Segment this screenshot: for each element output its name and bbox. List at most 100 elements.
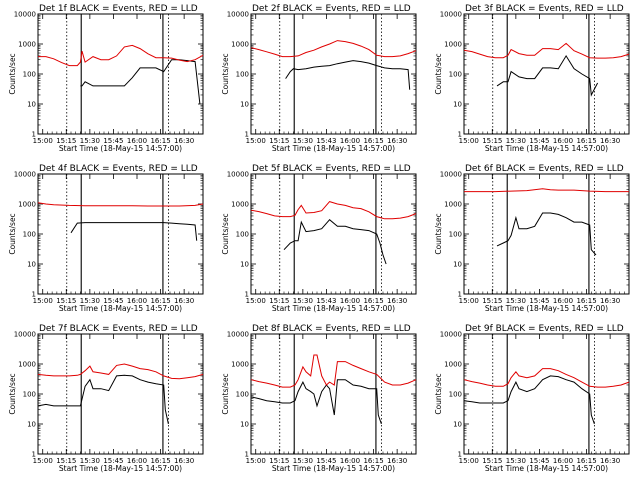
events-series-line [463, 375, 595, 425]
x-tick-label: 15:30 [293, 297, 313, 305]
y-tick-label: 1000 [18, 41, 36, 49]
x-tick-label: 16:00 [553, 297, 573, 305]
x-tick-label: 15:45 [103, 137, 123, 145]
x-tick-label: 16:00 [127, 457, 147, 465]
y-tick-label: 100 [236, 71, 249, 79]
y-tick-label: 10000 [227, 331, 249, 339]
y-tick-label: 100 [23, 71, 36, 79]
y-tick-label: 10000 [14, 331, 36, 339]
x-tick-label: 15:30 [80, 297, 100, 305]
panel-title: Det 1f BLACK = Events, RED = LLD [39, 4, 198, 14]
x-tick-label: 16:15 [576, 297, 596, 305]
panel-det-7: Det 7f BLACK = Events, RED = LLD 1 10 100 10… [8, 324, 204, 473]
x-tick-label: 16:30 [174, 457, 194, 465]
x-tick-label: 16:15 [363, 297, 383, 305]
x-axis-label: Start Time (18-May-15 14:57:00) [485, 144, 608, 153]
x-tick-label: 15:00 [246, 297, 266, 305]
x-axis-label: Start Time (18-May-15 14:57:00) [485, 304, 608, 313]
y-tick-label: 1000 [18, 361, 36, 369]
y-tick-label: 1000 [231, 41, 249, 49]
x-tick-label: 16:30 [387, 137, 407, 145]
panel-det-1: Det 1f BLACK = Events, RED = LLD 1 10 100 10… [8, 4, 204, 153]
x-tick-label: 16:00 [127, 297, 147, 305]
panel-det-8: Det 8f BLACK = Events, RED = LLD 1 10 100 10… [221, 324, 417, 473]
y-tick-label: 1 [458, 291, 462, 299]
x-tick-label: 16:30 [600, 297, 620, 305]
lld-series-line [464, 188, 629, 193]
y-tick-label: 100 [236, 231, 249, 239]
x-axis-label: Start Time (18-May-15 14:57:00) [59, 304, 182, 313]
x-tick-label: 15:00 [33, 297, 53, 305]
x-tick-label: 15:30 [506, 137, 526, 145]
x-tick-label: 16:00 [553, 137, 573, 145]
x-tick-label: 16:30 [387, 457, 407, 465]
x-tick-label: 15:45 [316, 457, 336, 465]
panel-det-2: Det 2f BLACK = Events, RED = LLD 1 10 100 10… [221, 4, 417, 153]
x-tick-label: 16:15 [363, 137, 383, 145]
x-axis-label: Start Time (18-May-15 14:57:00) [485, 464, 608, 473]
x-tick-label: 16:00 [127, 137, 147, 145]
y-tick-label: 1 [245, 291, 249, 299]
y-tick-label: 1000 [444, 41, 462, 49]
x-tick-label: 15:30 [506, 457, 526, 465]
x-tick-label: 15:15 [56, 137, 76, 145]
lld-series-line [463, 368, 630, 388]
x-tick-label: 15:15 [482, 137, 502, 145]
lld-series-line [38, 44, 204, 67]
panel-title: Det 8f BLACK = Events, RED = LLD [252, 324, 411, 334]
y-axis-label: Counts/sec [434, 373, 443, 414]
y-tick-label: 10 [240, 421, 249, 429]
plot-frame [37, 13, 204, 135]
events-series-line [496, 212, 597, 256]
y-tick-label: 1 [458, 451, 462, 459]
panel-title: Det 9f BLACK = Events, RED = LLD [465, 324, 624, 334]
y-tick-label: 100 [23, 391, 36, 399]
panel-title: Det 3f BLACK = Events, RED = LLD [465, 4, 624, 14]
plot-frame [463, 13, 630, 135]
panel-title: Det 2f BLACK = Events, RED = LLD [252, 4, 411, 14]
y-tick-label: 10000 [14, 171, 36, 179]
x-tick-label: 15:45 [529, 457, 549, 465]
y-tick-label: 10 [453, 101, 462, 109]
x-tick-label: 16:30 [600, 457, 620, 465]
y-axis-label: Counts/sec [221, 373, 230, 414]
x-axis-label: Start Time (18-May-15 14:57:00) [59, 144, 182, 153]
y-tick-label: 1000 [231, 361, 249, 369]
events-series-line [285, 60, 411, 90]
y-tick-label: 1 [32, 131, 36, 139]
plot-frame [250, 173, 417, 295]
y-axis-label: Counts/sec [8, 213, 17, 254]
x-tick-label: 15:00 [33, 137, 53, 145]
y-tick-label: 10000 [227, 171, 249, 179]
x-tick-label: 15:43 [316, 137, 336, 145]
events-series-line [80, 59, 201, 105]
x-tick-label: 16:30 [387, 297, 407, 305]
x-tick-label: 15:30 [506, 297, 526, 305]
x-tick-label: 15:30 [80, 137, 100, 145]
events-series-line [496, 54, 599, 97]
panel-det-4: Det 4f BLACK = Events, RED = LLD 1 10 100 10… [8, 164, 204, 313]
events-series-line [250, 379, 382, 425]
x-tick-label: 16:30 [174, 137, 194, 145]
plot-frame [250, 13, 417, 135]
x-tick-label: 15:30 [80, 457, 100, 465]
x-tick-label: 15:30 [293, 137, 313, 145]
x-tick-label: 15:30 [293, 457, 313, 465]
x-tick-label: 15:45 [103, 297, 123, 305]
x-tick-label: 15:00 [246, 137, 266, 145]
x-tick-label: 16:15 [576, 137, 596, 145]
x-tick-label: 15:15 [56, 297, 76, 305]
x-tick-label: 15:00 [33, 457, 53, 465]
y-tick-label: 100 [23, 231, 36, 239]
x-tick-label: 16:00 [553, 457, 573, 465]
x-tick-label: 15:15 [482, 297, 502, 305]
x-tick-label: 16:15 [150, 297, 170, 305]
x-tick-label: 15:00 [459, 297, 479, 305]
y-axis-label: Counts/sec [221, 213, 230, 254]
y-tick-label: 100 [449, 391, 462, 399]
plot-frame [250, 333, 417, 455]
x-tick-label: 15:45 [103, 457, 123, 465]
events-series-line [283, 219, 387, 265]
x-tick-label: 15:45 [529, 297, 549, 305]
